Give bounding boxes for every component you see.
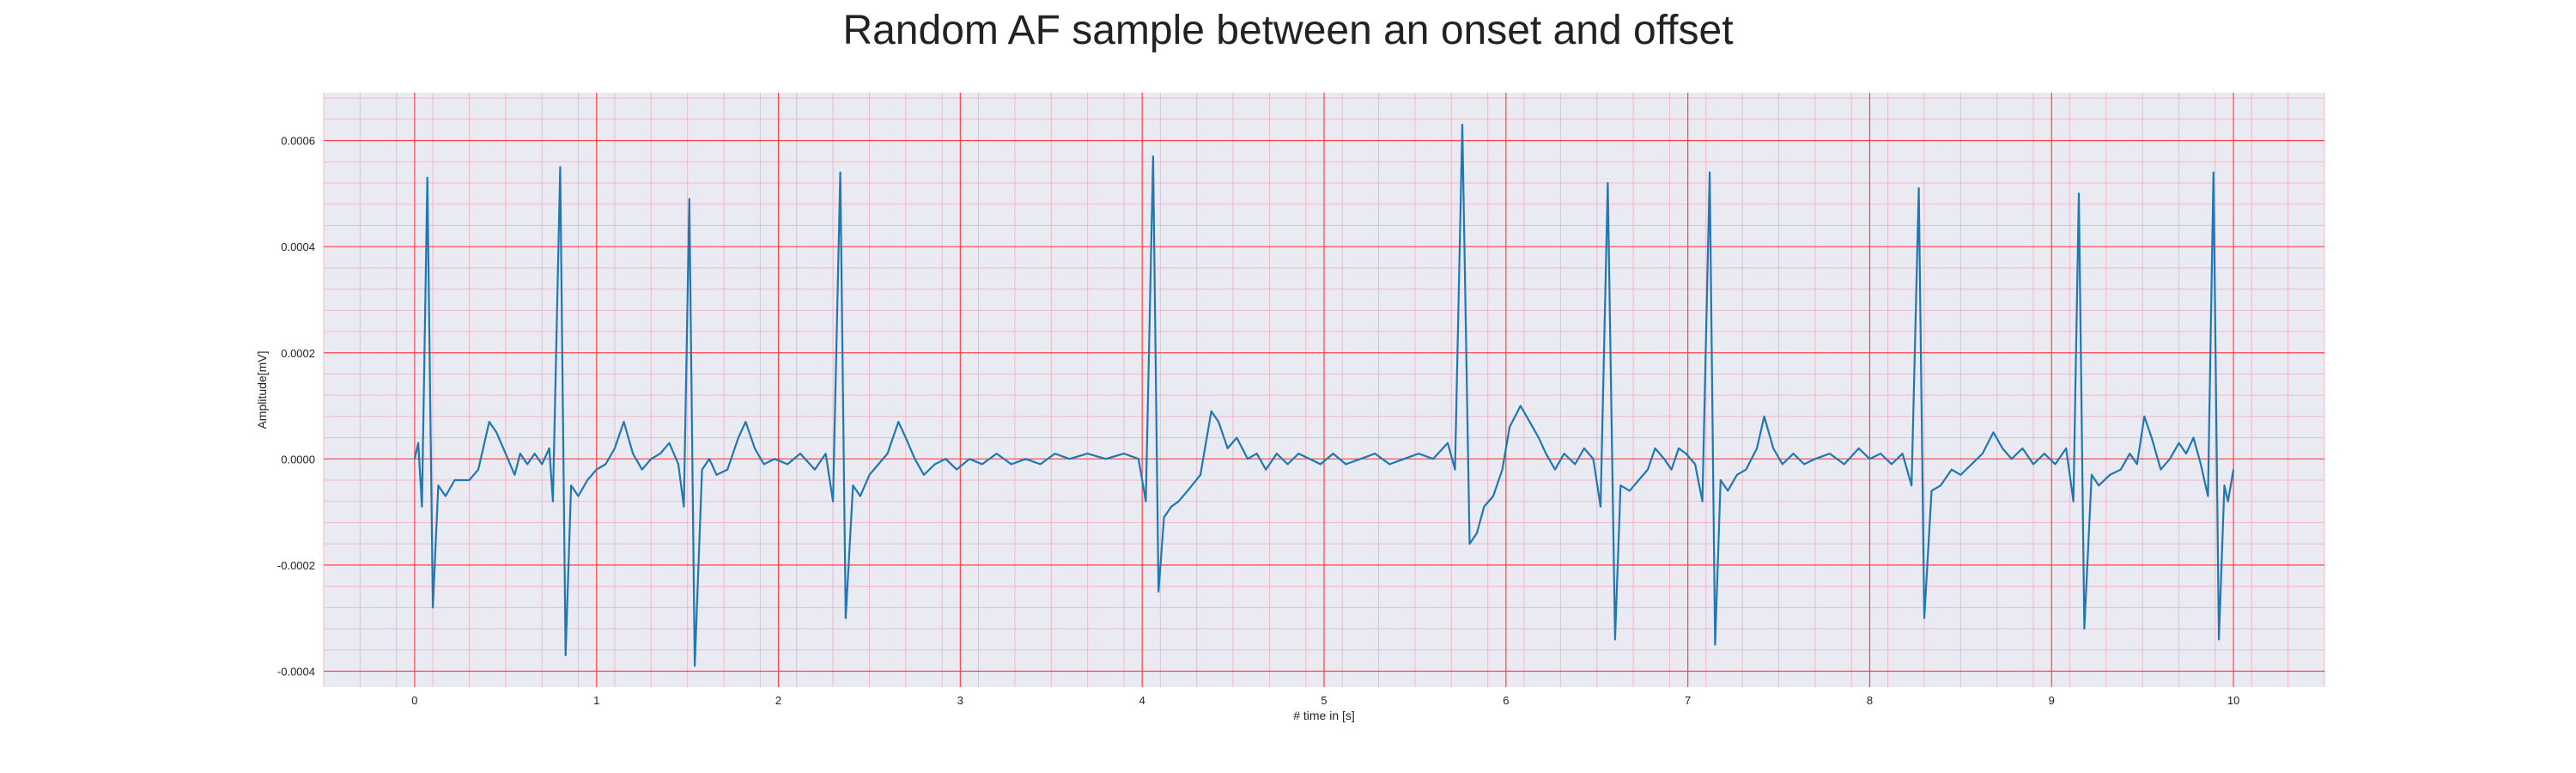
x-tick-label: 10: [2227, 694, 2239, 707]
y-tick-label: 0.0000: [281, 453, 315, 466]
x-tick-label: 6: [1503, 694, 1509, 707]
y-axis-ticks: -0.0004 -0.0002 0.0000 0.0002 0.0004 0.0006: [277, 135, 315, 679]
x-tick-label: 5: [1321, 694, 1327, 707]
x-tick-label: 3: [957, 694, 963, 707]
x-tick-label: 2: [775, 694, 781, 707]
series-line: [413, 124, 2235, 667]
x-axis-label: # time in [s]: [1293, 709, 1355, 722]
x-tick-label: 8: [1867, 694, 1873, 707]
x-tick-label: 0: [411, 694, 417, 707]
y-tick-label: -0.0002: [277, 559, 315, 572]
y-axis-label: Amplitude[mV]: [255, 350, 269, 429]
y-tick-label: 0.0002: [281, 347, 315, 360]
y-tick-label: 0.0006: [281, 135, 315, 148]
x-axis-ticks: 0 1 2 3 4 5 6 7 8 9 10: [411, 694, 2239, 707]
x-tick-label: 4: [1139, 694, 1145, 707]
x-tick-label: 7: [1685, 694, 1691, 707]
x-tick-label: 1: [593, 694, 599, 707]
x-tick-label: 9: [2049, 694, 2055, 707]
y-tick-label: -0.0004: [277, 665, 315, 678]
y-tick-label: 0.0004: [281, 240, 315, 253]
major-grid: [324, 93, 2324, 687]
chart-title: Random AF sample between an onset and of…: [842, 8, 1734, 53]
